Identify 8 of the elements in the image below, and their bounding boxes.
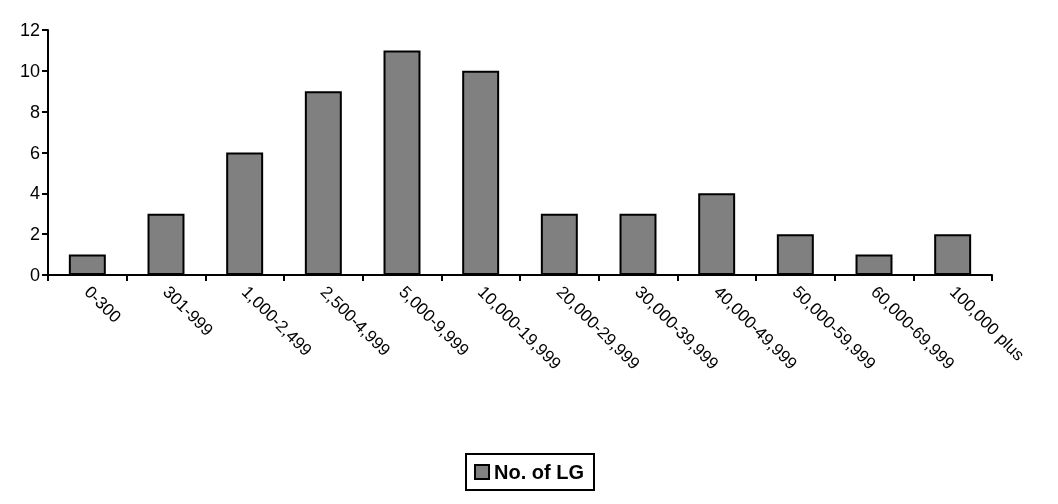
y-tick-label: 0: [29, 265, 40, 285]
y-tick-label: 4: [29, 183, 40, 204]
y-tick-label: 8: [29, 101, 40, 122]
y-tick-label: 12: [19, 20, 40, 40]
y-tick-label: 2: [29, 224, 40, 245]
y-tick-label: 10: [19, 60, 40, 81]
legend-label: No. of LG: [494, 461, 584, 483]
y-tick-label: 6: [29, 142, 40, 163]
